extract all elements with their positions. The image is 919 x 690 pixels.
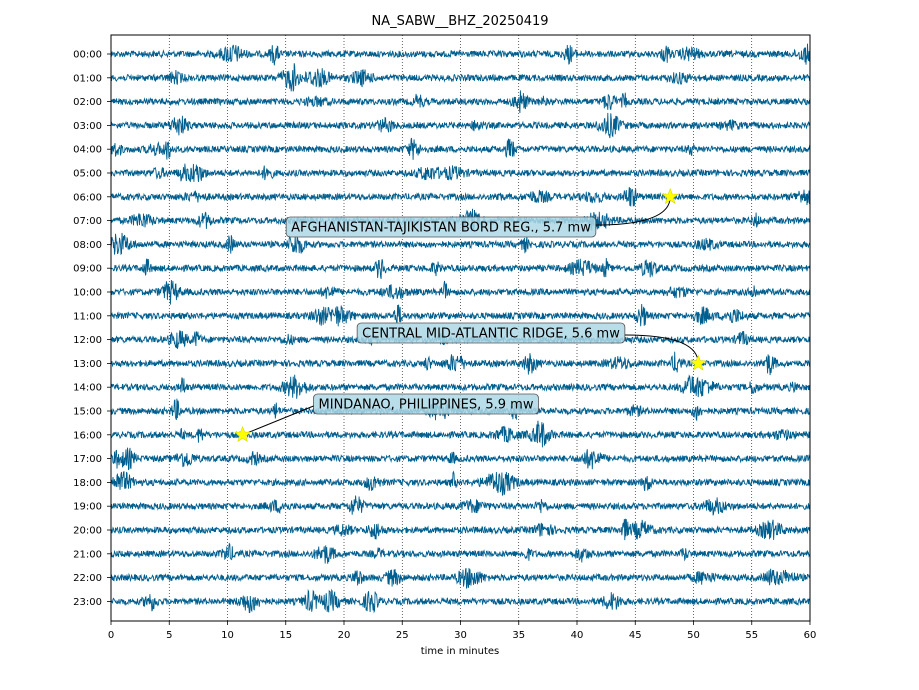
y-tick-label: 08:00 (73, 240, 102, 251)
trace-0200 (110, 90, 811, 114)
y-tick-label: 06:00 (73, 192, 102, 203)
y-tick-label: 00:00 (73, 50, 102, 61)
y-tick-label: 23:00 (73, 597, 102, 608)
trace-1100 (110, 303, 811, 327)
x-tick-label: 30 (454, 630, 467, 641)
trace-0300 (110, 112, 811, 139)
y-tick-label: 17:00 (73, 454, 102, 465)
trace-0600 (110, 186, 811, 207)
y-tick-label: 09:00 (73, 264, 102, 275)
y-tick-label: 12:00 (73, 335, 102, 346)
event-connector (595, 196, 671, 226)
x-tick-label: 25 (396, 630, 409, 641)
x-tick-label: 35 (512, 630, 525, 641)
x-tick-label: 15 (279, 630, 292, 641)
event-connector (242, 405, 314, 436)
x-tick-label: 50 (687, 630, 700, 641)
y-tick-label: 13:00 (73, 359, 102, 370)
trace-0100 (110, 63, 811, 92)
chart-title: NA_SABW__BHZ_20250419 (371, 14, 548, 29)
event-star-marker (661, 187, 679, 204)
trace-1600 (110, 420, 811, 448)
y-tick-label: 19:00 (73, 502, 102, 513)
event-annotations: AFGHANISTAN-TAJIKISTAN BORD REG., 5.7 mw… (234, 187, 707, 442)
x-tick-labels: 0 5 10 15 20 25 30 35 40 45 50 55 60 (108, 621, 817, 641)
x-tick-label: 0 (108, 630, 114, 641)
y-tick-label: 14:00 (73, 383, 102, 394)
trace-1900 (110, 495, 811, 516)
trace-1400 (110, 374, 811, 399)
y-tick-label: 22:00 (73, 573, 102, 584)
trace-1800 (110, 470, 811, 497)
event-label-box (356, 322, 626, 344)
y-tick-label: 15:00 (73, 407, 102, 418)
event-label: AFGHANISTAN-TAJIKISTAN BORD REG., 5.7 mw (291, 221, 591, 236)
trace-0400 (110, 137, 811, 160)
x-tick-label: 40 (571, 630, 584, 641)
trace-2100 (110, 542, 811, 564)
x-tick-label: 5 (166, 630, 172, 641)
event-annotation: CENTRAL MID-ATLANTIC RIDGE, 5.6 mw (356, 322, 707, 371)
trace-0800 (110, 232, 811, 256)
trace-0500 (110, 163, 811, 183)
y-tick-label: 18:00 (73, 478, 102, 489)
y-tick-labels: 00:00 01:00 02:00 03:00 04:00 05:00 06:00 07:00… (73, 50, 111, 608)
event-label: CENTRAL MID-ATLANTIC RIDGE, 5.6 mw (362, 327, 620, 342)
trace-0900 (110, 257, 811, 279)
event-star-marker (234, 425, 252, 442)
y-tick-label: 20:00 (73, 526, 102, 537)
trace-1700 (110, 447, 811, 471)
x-tick-label: 10 (221, 630, 234, 641)
event-annotation: AFGHANISTAN-TAJIKISTAN BORD REG., 5.7 mw (285, 187, 679, 238)
event-star-marker (689, 354, 707, 371)
trace-2200 (110, 567, 811, 590)
x-tick-label: 55 (745, 630, 758, 641)
event-label: MINDANAO, PHILIPPINES, 5.9 mw (319, 398, 534, 413)
y-tick-label: 01:00 (73, 73, 102, 84)
y-tick-label: 10:00 (73, 288, 102, 299)
y-tick-label: 11:00 (73, 311, 102, 322)
trace-0000 (110, 43, 811, 66)
event-label-box (313, 393, 539, 415)
event-annotation: MINDANAO, PHILIPPINES, 5.9 mw (234, 393, 539, 442)
trace-2300 (110, 588, 811, 614)
trace-1000 (110, 279, 811, 305)
y-tick-label: 21:00 (73, 549, 102, 560)
x-tick-label: 45 (629, 630, 642, 641)
y-tick-label: 02:00 (73, 97, 102, 108)
y-tick-label: 16:00 (73, 430, 102, 441)
y-tick-label: 05:00 (73, 169, 102, 180)
x-tick-label: 60 (804, 630, 817, 641)
y-tick-label: 04:00 (73, 145, 102, 156)
y-tick-label: 03:00 (73, 121, 102, 132)
y-tick-label: 07:00 (73, 216, 102, 227)
x-axis-label: time in minutes (421, 646, 500, 657)
event-label-box (285, 216, 597, 238)
trace-2000 (110, 518, 811, 541)
x-tick-label: 20 (338, 630, 351, 641)
